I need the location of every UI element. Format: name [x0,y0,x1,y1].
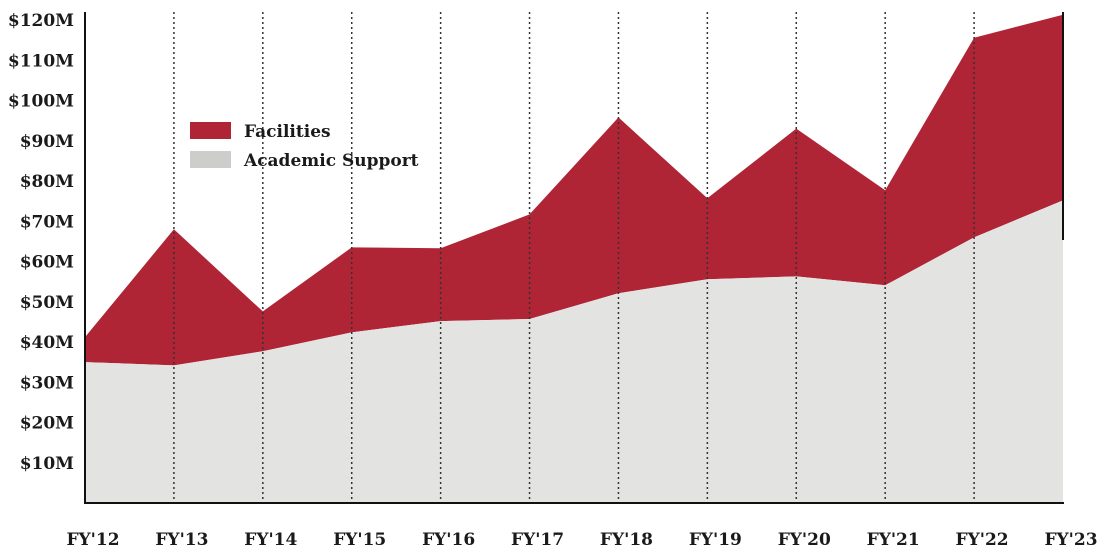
y-tick-label: $120M [8,11,74,31]
x-tick-label: FY'17 [511,530,564,550]
x-tick-label: FY'16 [422,530,475,550]
y-tick-label: $80M [20,172,74,192]
x-tick-label: FY'15 [333,530,386,550]
y-tick-label: $90M [20,132,74,152]
x-tick-label: FY'19 [689,530,742,550]
x-tick-label: FY'23 [1044,530,1097,550]
x-tick-label: FY'22 [956,530,1009,550]
y-tick-label: $70M [20,212,74,232]
legend-swatch [190,151,231,168]
y-tick-label: $60M [20,253,74,273]
y-tick-label: $100M [8,92,74,112]
x-tick-label: FY'14 [244,530,297,550]
legend-label: Facilities [244,122,331,142]
x-tick-label: FY'12 [66,530,119,550]
x-tick-label: FY'20 [778,530,831,550]
y-tick-label: $40M [20,333,74,353]
legend-swatch [190,122,231,139]
x-tick-label: FY'21 [867,530,920,550]
academic-support-area [85,200,1063,503]
y-tick-label: $30M [20,373,74,393]
y-tick-label: $20M [20,414,74,434]
y-tick-label: $10M [20,454,74,474]
legend-label: Academic Support [243,151,419,171]
x-tick-label: FY'13 [155,530,208,550]
x-tick-label: FY'18 [600,530,653,550]
y-tick-label: $50M [20,293,74,313]
facilities-area [85,14,1063,366]
y-tick-label: $110M [8,51,74,71]
